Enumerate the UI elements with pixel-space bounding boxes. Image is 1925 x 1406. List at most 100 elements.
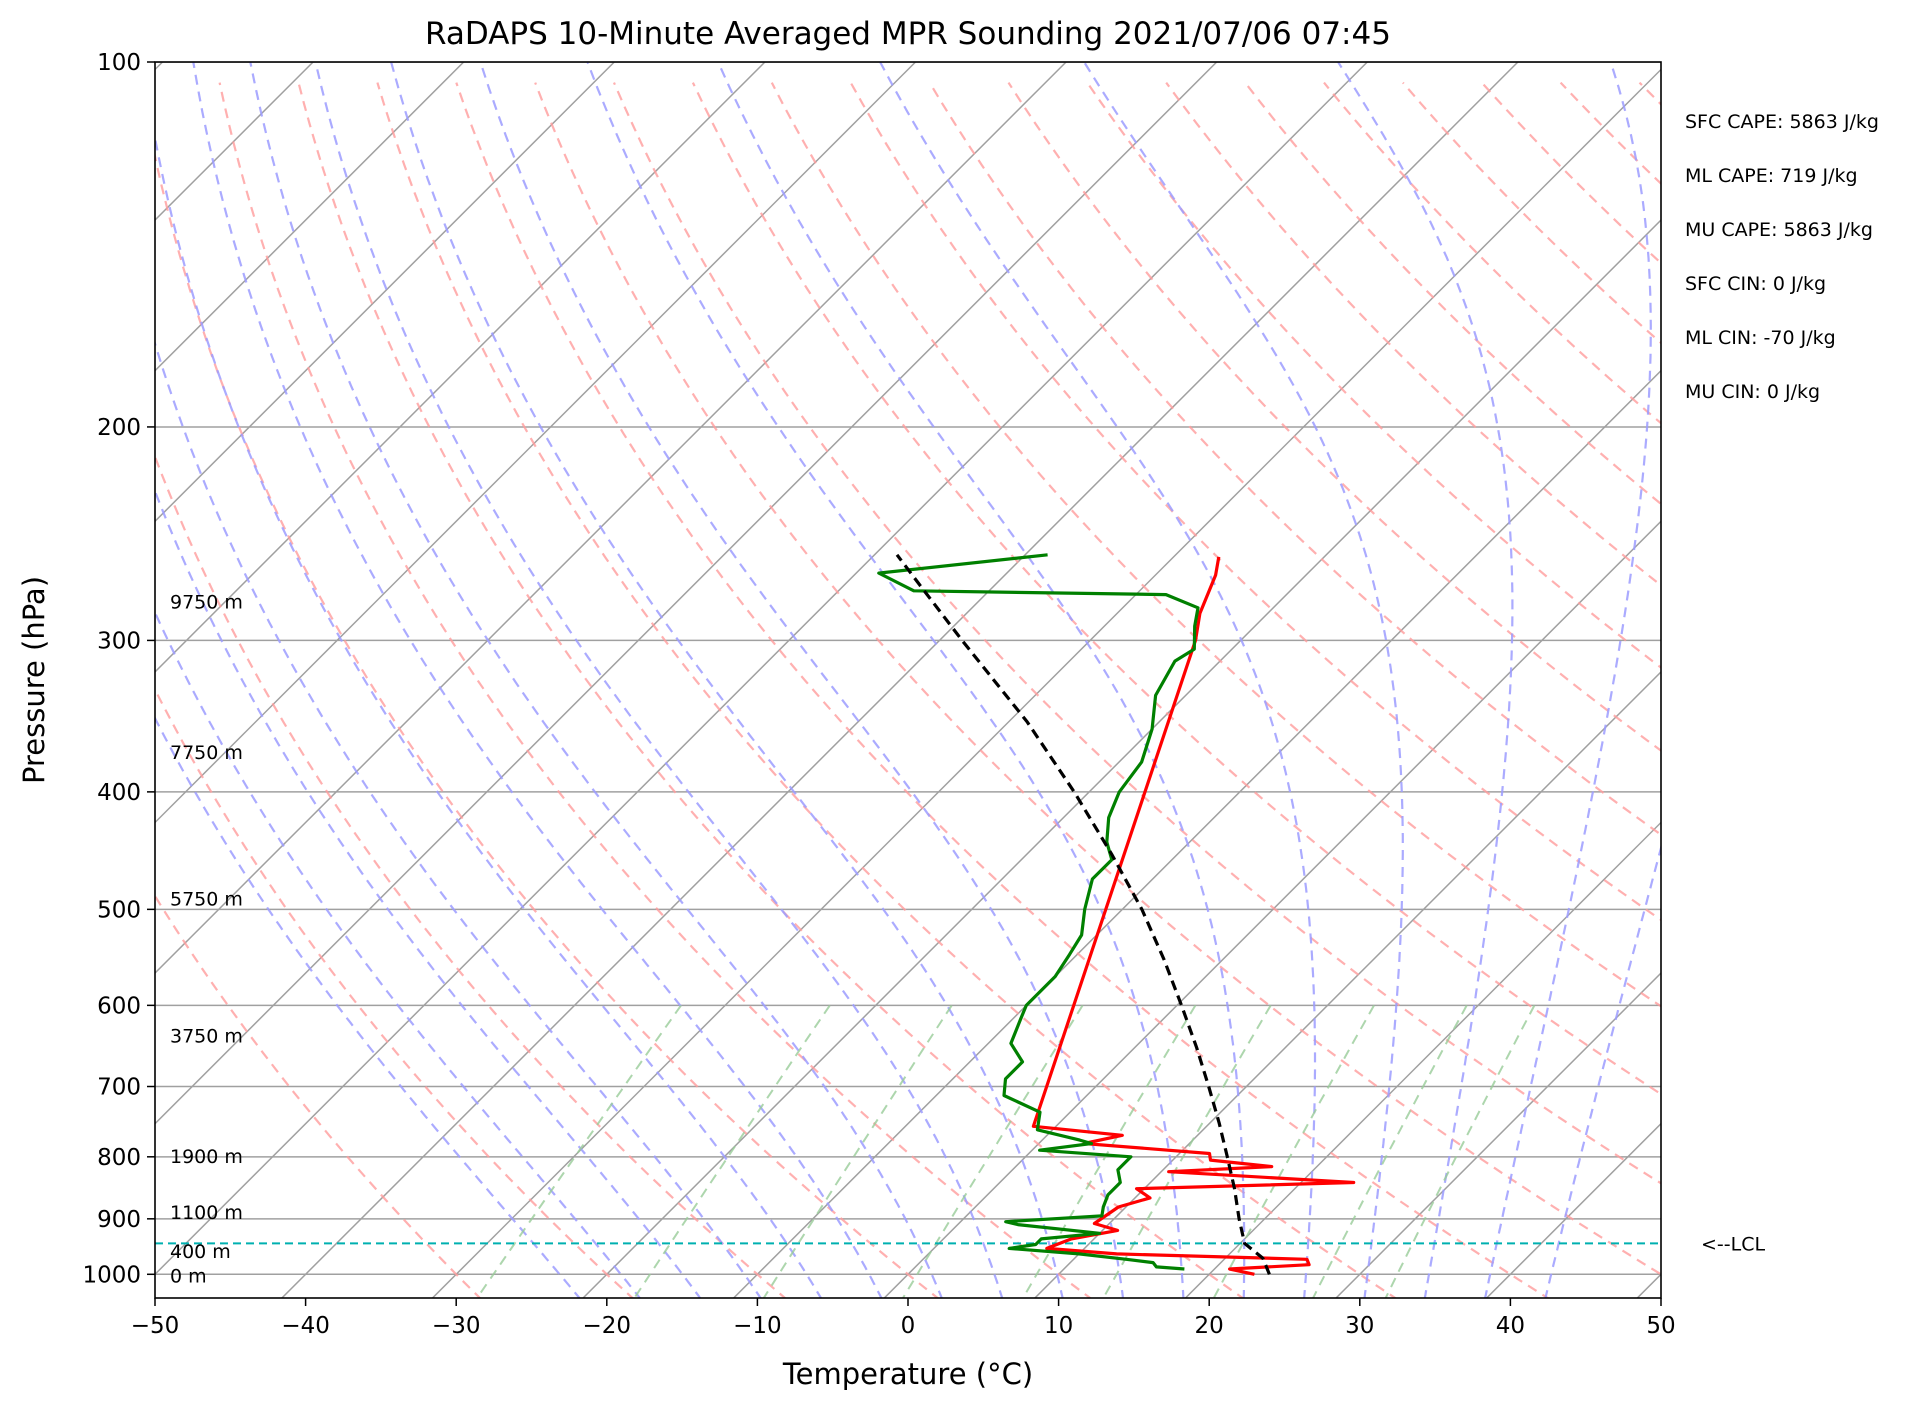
- moist-adiabat: [586, 62, 1185, 1298]
- plot-frame: [154, 61, 1662, 1299]
- x-tick-label: 40: [1496, 1313, 1525, 1339]
- mixing-ratio-line: [633, 1004, 831, 1298]
- y-tick-label: 700: [97, 1075, 141, 1101]
- y-tick-label: 600: [97, 993, 141, 1019]
- x-axis-ticks: −50 −40 −30 −20 −10 0 10 20 30 40 50: [131, 1298, 1676, 1339]
- y-tick-label: 800: [97, 1145, 141, 1171]
- mixing-ratio-line: [1311, 1004, 1468, 1298]
- isotherm-line: [1485, 1122, 1661, 1298]
- stability-index-label: ML CAPE: 719 J/kg: [1685, 165, 1858, 187]
- height-label: 0 m: [170, 1265, 207, 1287]
- height-label: 400 m: [170, 1241, 231, 1263]
- height-label: 3750 m: [170, 1025, 243, 1047]
- plot-area: [155, 62, 1925, 1300]
- moist-adiabat: [1337, 62, 1514, 1298]
- y-axis-ticks: 100 200 300 400 500 600 700 800 900 1000: [82, 50, 155, 1288]
- dry-adiabat: [155, 687, 635, 1298]
- mixing-ratio-line: [1021, 1004, 1197, 1298]
- dry-adiabat: [155, 453, 787, 1298]
- y-tick-label: 400: [97, 780, 141, 806]
- dry-adiabat: [691, 82, 1661, 1096]
- dry-adiabat: [218, 82, 1092, 1298]
- isotherm-line: [732, 369, 1661, 1298]
- dry-adiabat: [1086, 81, 1661, 669]
- dewpoint-profile-line: [877, 553, 1200, 1271]
- dry-adiabat: [1480, 81, 1661, 265]
- moist-adiabat: [1083, 62, 1404, 1298]
- moist-adiabat: [479, 62, 1125, 1298]
- moist-adiabat: [192, 62, 883, 1298]
- isotherm-line: [1184, 821, 1661, 1298]
- isotherm-line: [883, 520, 1661, 1298]
- temperature-profile-group: [1031, 556, 1356, 1276]
- moist-adiabat: [390, 62, 1064, 1298]
- moist-adiabat: [249, 62, 943, 1298]
- height-label: 1100 m: [170, 1202, 243, 1224]
- isotherm-gridlines: [155, 62, 1925, 1300]
- x-tick-label: 30: [1345, 1313, 1374, 1339]
- stability-indices: SFC CAPE: 5863 J/kg ML CAPE: 719 J/kg MU C…: [1685, 111, 1879, 403]
- dry-adiabat: [612, 82, 1661, 1185]
- isotherm-line: [1335, 972, 1661, 1298]
- x-tick-label: 50: [1646, 1313, 1675, 1339]
- dry-adiabat: [1244, 81, 1661, 506]
- isotherm-line: [280, 62, 1519, 1298]
- y-tick-label: 500: [97, 897, 141, 923]
- dry-adiabat: [455, 82, 1550, 1298]
- mixing-ratio-line: [475, 1004, 682, 1298]
- dry-adiabat: [155, 893, 482, 1298]
- isotherm-line: [155, 62, 1218, 1125]
- mixing-ratio-line: [901, 1004, 1084, 1298]
- dry-adiabat: [928, 82, 1661, 837]
- lcl-label: <--LCL: [1701, 1233, 1765, 1255]
- height-label: 5750 m: [170, 889, 243, 911]
- isotherm-line: [1636, 1273, 1661, 1298]
- x-tick-label: −40: [281, 1313, 330, 1339]
- mixing-ratio-lines: [475, 1004, 1536, 1298]
- x-tick-label: 20: [1195, 1313, 1224, 1339]
- dry-adiabat-lines: [155, 81, 1925, 1300]
- moist-adiabat: [314, 62, 1004, 1298]
- y-tick-label: 300: [97, 628, 141, 654]
- y-tick-label: 200: [97, 415, 141, 441]
- dry-adiabat: [1165, 81, 1661, 587]
- isotherm-line: [155, 62, 1067, 975]
- dry-adiabat: [849, 82, 1661, 922]
- y-tick-label: 100: [97, 50, 141, 76]
- temperature-profile-line: [1031, 556, 1356, 1276]
- moist-adiabat: [1544, 843, 1661, 1298]
- x-tick-label: −10: [733, 1313, 782, 1339]
- stability-index-label: SFC CIN: 0 J/kg: [1685, 273, 1826, 295]
- x-tick-label: 0: [901, 1313, 916, 1339]
- isobar-gridlines: [155, 62, 1661, 1276]
- parcel-profile-line: [895, 553, 1271, 1275]
- mixing-ratio-line: [1384, 1004, 1536, 1298]
- dry-adiabat: [1718, 83, 1925, 1300]
- isotherm-line: [155, 62, 766, 673]
- dry-adiabat: [770, 82, 1661, 1008]
- moist-adiabat: [155, 339, 762, 1298]
- mixing-ratio-line: [1212, 1004, 1375, 1298]
- isotherm-line: [155, 62, 465, 372]
- moist-adiabat: [717, 62, 1246, 1298]
- mixing-ratio-line: [762, 1004, 953, 1298]
- height-label: 1900 m: [170, 1146, 243, 1168]
- parcel-profile-group: [895, 553, 1271, 1275]
- isotherm-line: [155, 62, 1368, 1276]
- moist-adiabat: [155, 488, 702, 1298]
- isotherm-line: [1033, 670, 1661, 1298]
- dewpoint-profile-group: [877, 553, 1200, 1271]
- isotherm-line: [155, 62, 615, 523]
- isotherm-line: [155, 62, 917, 824]
- dry-adiabat: [155, 151, 940, 1298]
- y-axis-label: Pressure (hPa): [17, 576, 51, 784]
- isotherm-line: [582, 219, 1661, 1298]
- x-tick-label: −30: [432, 1313, 481, 1339]
- sounding-series: [877, 553, 1356, 1276]
- isotherm-line: [431, 68, 1661, 1298]
- chart-title: RaDAPS 10-Minute Averaged MPR Sounding 2…: [425, 16, 1391, 52]
- isotherm-line: [1786, 62, 1925, 1300]
- stability-index-label: MU CIN: 0 J/kg: [1685, 381, 1820, 403]
